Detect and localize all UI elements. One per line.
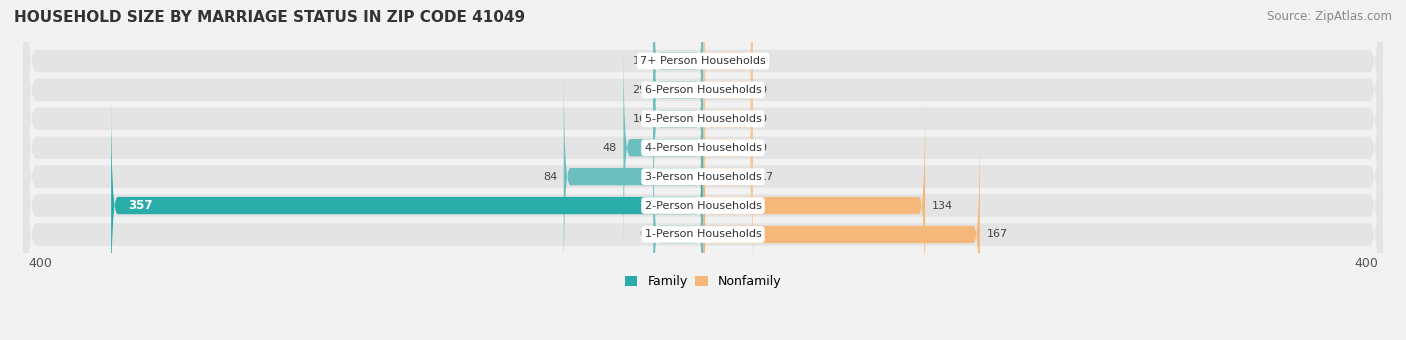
FancyBboxPatch shape	[654, 0, 703, 197]
Text: 0: 0	[759, 114, 766, 124]
Text: 357: 357	[128, 199, 152, 212]
FancyBboxPatch shape	[24, 0, 1382, 340]
Text: 3-Person Households: 3-Person Households	[644, 172, 762, 182]
FancyBboxPatch shape	[564, 70, 703, 284]
Text: 0: 0	[759, 143, 766, 153]
Text: 0: 0	[640, 230, 647, 239]
FancyBboxPatch shape	[24, 0, 1382, 339]
Text: 17: 17	[759, 172, 773, 182]
Text: 134: 134	[932, 201, 953, 210]
FancyBboxPatch shape	[703, 70, 752, 284]
Text: 2-Person Households: 2-Person Households	[644, 201, 762, 210]
Text: 0: 0	[759, 85, 766, 95]
FancyBboxPatch shape	[24, 0, 1382, 281]
Text: 167: 167	[987, 230, 1008, 239]
Text: HOUSEHOLD SIZE BY MARRIAGE STATUS IN ZIP CODE 41049: HOUSEHOLD SIZE BY MARRIAGE STATUS IN ZIP…	[14, 10, 526, 25]
FancyBboxPatch shape	[623, 41, 703, 255]
FancyBboxPatch shape	[703, 0, 752, 168]
Text: 84: 84	[543, 172, 557, 182]
Text: 29: 29	[633, 85, 647, 95]
Text: 48: 48	[603, 143, 617, 153]
Text: 12: 12	[633, 56, 647, 66]
Text: 16: 16	[633, 114, 647, 124]
FancyBboxPatch shape	[703, 128, 980, 340]
FancyBboxPatch shape	[703, 0, 752, 197]
FancyBboxPatch shape	[703, 12, 752, 226]
Text: Source: ZipAtlas.com: Source: ZipAtlas.com	[1267, 10, 1392, 23]
Text: 6-Person Households: 6-Person Households	[644, 85, 762, 95]
FancyBboxPatch shape	[24, 0, 1382, 310]
FancyBboxPatch shape	[654, 12, 703, 226]
FancyBboxPatch shape	[111, 99, 703, 312]
FancyBboxPatch shape	[24, 14, 1382, 340]
Text: 5-Person Households: 5-Person Households	[644, 114, 762, 124]
FancyBboxPatch shape	[24, 0, 1382, 340]
FancyBboxPatch shape	[703, 41, 752, 255]
Legend: Family, Nonfamily: Family, Nonfamily	[620, 270, 786, 293]
FancyBboxPatch shape	[654, 128, 703, 340]
FancyBboxPatch shape	[654, 0, 703, 168]
Text: 0: 0	[759, 56, 766, 66]
Text: 4-Person Households: 4-Person Households	[644, 143, 762, 153]
FancyBboxPatch shape	[703, 99, 925, 312]
FancyBboxPatch shape	[24, 0, 1382, 340]
Text: 7+ Person Households: 7+ Person Households	[640, 56, 766, 66]
Text: 1-Person Households: 1-Person Households	[644, 230, 762, 239]
